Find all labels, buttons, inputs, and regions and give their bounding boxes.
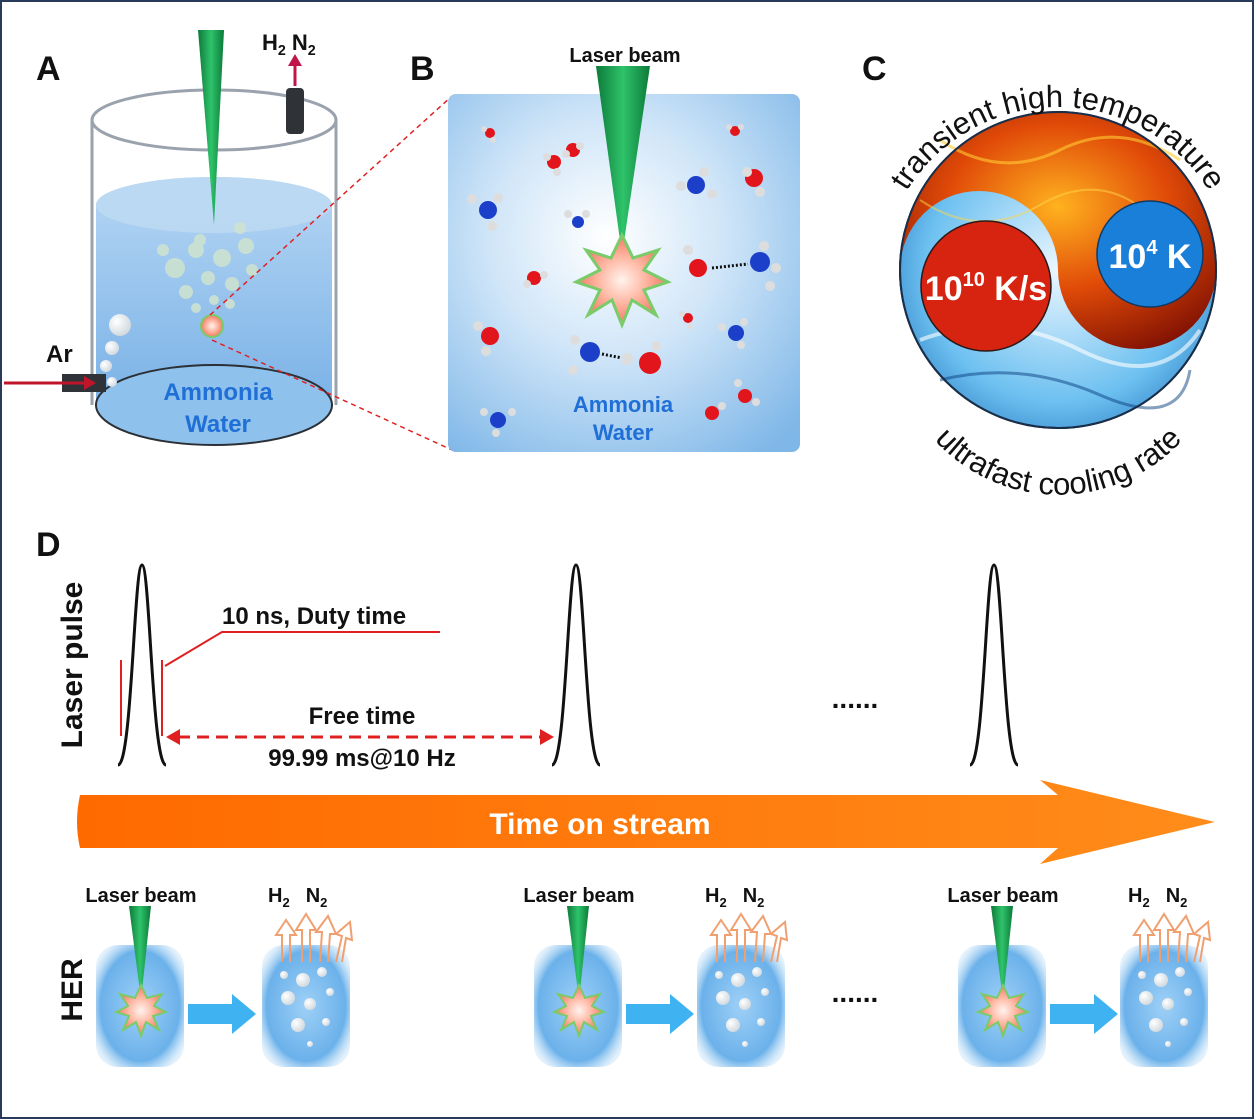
flame-streak <box>919 188 1151 223</box>
mini-bubbles <box>280 967 334 1047</box>
her-step-1: Laser beam H2 N2 <box>85 885 354 1067</box>
water-molecule <box>679 311 693 329</box>
gas-release-arrows <box>709 912 789 963</box>
her-gas-label: H2 N2 <box>1128 885 1187 910</box>
laser-pulse-2 <box>550 563 602 767</box>
transition-arrow <box>626 994 694 1034</box>
panel-b-plasma-star <box>572 231 672 330</box>
water-molecule <box>481 126 496 143</box>
mini-bubbles <box>715 967 769 1047</box>
free-time-label: Free time <box>309 703 416 730</box>
her-laser-label: Laser beam <box>523 885 634 907</box>
water-molecule <box>473 321 499 356</box>
mini-bubbles <box>1138 967 1192 1047</box>
her-step-3: Laser beam H2 N2 <box>947 885 1212 1067</box>
transition-arrow <box>188 994 256 1034</box>
duty-time-label: 10 ns, Duty time <box>222 603 406 630</box>
laser-pulse-3 <box>968 563 1020 767</box>
ar-bubbles <box>100 314 131 387</box>
wave-streak <box>939 369 1192 410</box>
her-axis-label: HER <box>56 958 89 1022</box>
ammonia-molecule <box>467 193 503 231</box>
water-molecule <box>543 142 584 176</box>
time-on-stream-label: Time on stream <box>489 808 710 841</box>
gas-release-arrows <box>1132 912 1212 963</box>
ar-label: Ar <box>46 341 73 368</box>
panel-b-laser-beam <box>596 66 650 255</box>
water-molecule <box>705 379 760 420</box>
panel-a-letter: A <box>36 50 61 88</box>
gas-outlet-tube <box>286 88 304 134</box>
frequency-label: 99.99 ms@10 Hz <box>268 745 456 772</box>
her-step-2: Laser beam H2 N2 <box>523 885 789 1067</box>
zoom-line-bottom <box>211 339 453 451</box>
her-gas-label: H2 N2 <box>268 885 327 910</box>
time-on-stream-arrow <box>77 780 1215 864</box>
water-ammonia-pair <box>683 241 781 291</box>
panel-a-water-line2: Water <box>185 411 251 438</box>
her-laser-label: Laser beam <box>85 885 196 907</box>
panel-a-gas-label: H2 N2 <box>262 30 316 59</box>
water-molecule <box>742 167 765 197</box>
temperature-circle <box>1096 200 1204 308</box>
panel-b-letter: B <box>410 50 435 88</box>
zoom-line-top <box>209 95 453 316</box>
gas-out-arrowhead <box>288 54 302 66</box>
transition-arrow <box>1050 994 1118 1034</box>
mini-plasma-star <box>113 982 169 1039</box>
beaker-bottom <box>95 364 333 446</box>
free-time-arrowhead-right <box>540 729 554 745</box>
her-ellipsis: ...... <box>832 977 879 1008</box>
laser-pulse-1 <box>116 563 168 767</box>
mini-laser-beam <box>567 906 589 1000</box>
ammonia-molecule <box>676 167 717 199</box>
water-molecule <box>523 271 548 288</box>
mini-laser-beam <box>991 906 1013 1000</box>
panel-a-laser-beam <box>198 30 224 225</box>
ammonia-molecule <box>718 318 748 349</box>
panel-a-bubbles <box>157 222 258 313</box>
yin-yang-outline <box>899 111 1217 429</box>
panel-c-letter: C <box>862 50 887 88</box>
panel-a-water-line1: Ammonia <box>163 379 273 406</box>
panel-b: B Laser beam Ammonia Water <box>410 45 800 452</box>
panel-b-laser-label: Laser beam <box>569 45 680 67</box>
mini-plasma-star <box>975 982 1031 1039</box>
flame-streak <box>939 135 1181 165</box>
mini-plasma-star <box>551 982 607 1039</box>
panel-b-water-line2: Water <box>593 420 654 445</box>
panel-b-molecules <box>467 124 781 437</box>
panel-a: A H2 N2 Ar Ammonia Water <box>4 30 453 451</box>
her-gas-label: H2 N2 <box>705 885 764 910</box>
duty-leader-line <box>164 631 440 667</box>
panel-c: C 1010 K/s 104 K transient high temperat… <box>862 50 1233 502</box>
pulse-ellipsis: ...... <box>832 683 879 714</box>
panel-c-bottom-arc: ultrafast cooling rate <box>929 420 1188 502</box>
temperature-value: 104 K <box>1109 237 1192 276</box>
mini-laser-beam <box>129 906 151 1000</box>
water-molecule <box>726 124 744 136</box>
panel-d: D Laser pulse 10 ns, Duty time Free time… <box>36 526 1215 1067</box>
ammonia-water-pair <box>568 335 661 375</box>
gas-release-arrows <box>274 912 354 963</box>
her-laser-label: Laser beam <box>947 885 1058 907</box>
free-time-arrowhead-left <box>166 729 180 745</box>
ar-arrowhead <box>84 376 96 390</box>
cooling-rate-circle <box>920 220 1052 352</box>
panel-d-letter: D <box>36 526 61 564</box>
laser-pulse-axis-label: Laser pulse <box>56 582 89 749</box>
ammonia-molecule <box>480 408 516 437</box>
ammonia-molecule <box>564 210 590 228</box>
panel-a-plasma-spot <box>200 314 224 338</box>
panel-b-water-line1: Ammonia <box>573 392 674 417</box>
cooling-rate-value: 1010 K/s <box>925 269 1047 308</box>
